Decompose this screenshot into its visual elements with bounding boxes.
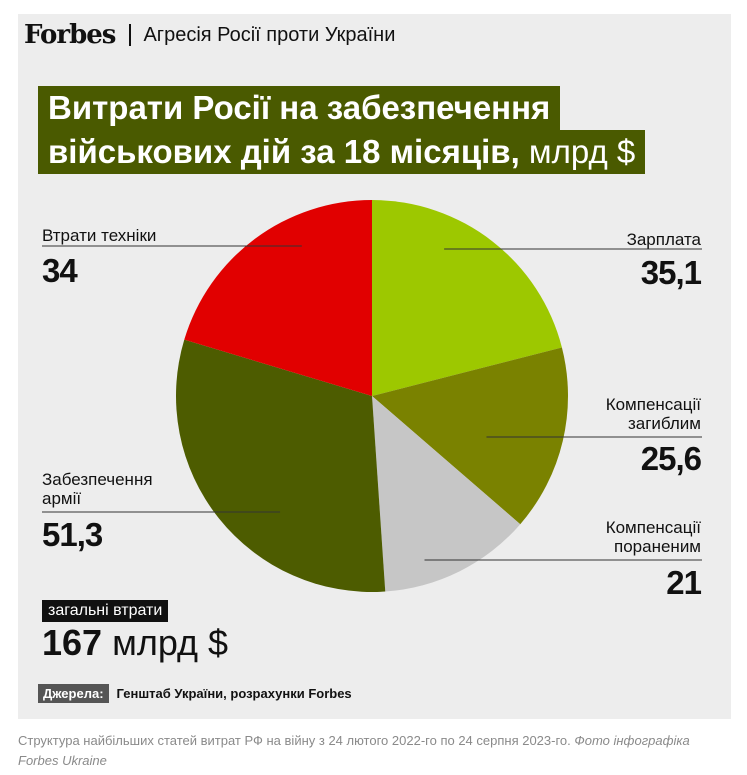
- photo-caption: Структура найбільших статей витрат РФ на…: [18, 733, 690, 768]
- label-zarplata: Зарплата: [626, 230, 701, 249]
- value-tekhniky: 34: [42, 252, 78, 289]
- label-tekhniky: Втрати техніки: [42, 226, 157, 245]
- total-value: 167 млрд $: [42, 622, 229, 663]
- value-zarplata: 35,1: [640, 254, 702, 291]
- header-divider: [129, 24, 132, 46]
- slice-poranenym: [372, 396, 521, 592]
- title-line-1: Витрати Росії на забезпечення: [38, 86, 561, 130]
- total-badge: загальні втрати: [42, 600, 169, 622]
- value-poranenym: 21: [666, 564, 702, 601]
- source-line: Джерела: Генштаб України, розрахунки For…: [38, 684, 352, 703]
- slice-zahyblym: [372, 347, 568, 525]
- value-armii: 51,3: [42, 516, 103, 553]
- chart-title: Витрати Росії на забезпечення військових…: [38, 86, 646, 174]
- label-zahyblym: Компенсації загиблим: [605, 395, 701, 433]
- label-armii: Забезпечення армії: [42, 470, 153, 508]
- title-line-2: військових дій за 18 місяців, млрд $: [38, 130, 646, 174]
- label-poranenym: Компенсації пораненим: [605, 518, 701, 556]
- source-badge: Джерела:: [38, 684, 109, 703]
- section-title: Агресія Росії проти України: [143, 23, 396, 46]
- slice-armii: [176, 339, 386, 592]
- slice-tekhniky: [184, 200, 372, 396]
- header: Forbes Агресія Росії проти України: [24, 20, 395, 50]
- caption-credit: Фото інфографіка Forbes Ukraine: [18, 733, 690, 768]
- value-zahyblym: 25,6: [640, 440, 702, 477]
- forbes-logo: Forbes: [24, 20, 116, 50]
- source-text: Генштаб України, розрахунки Forbes: [116, 686, 352, 701]
- slice-zarplata: [372, 200, 562, 396]
